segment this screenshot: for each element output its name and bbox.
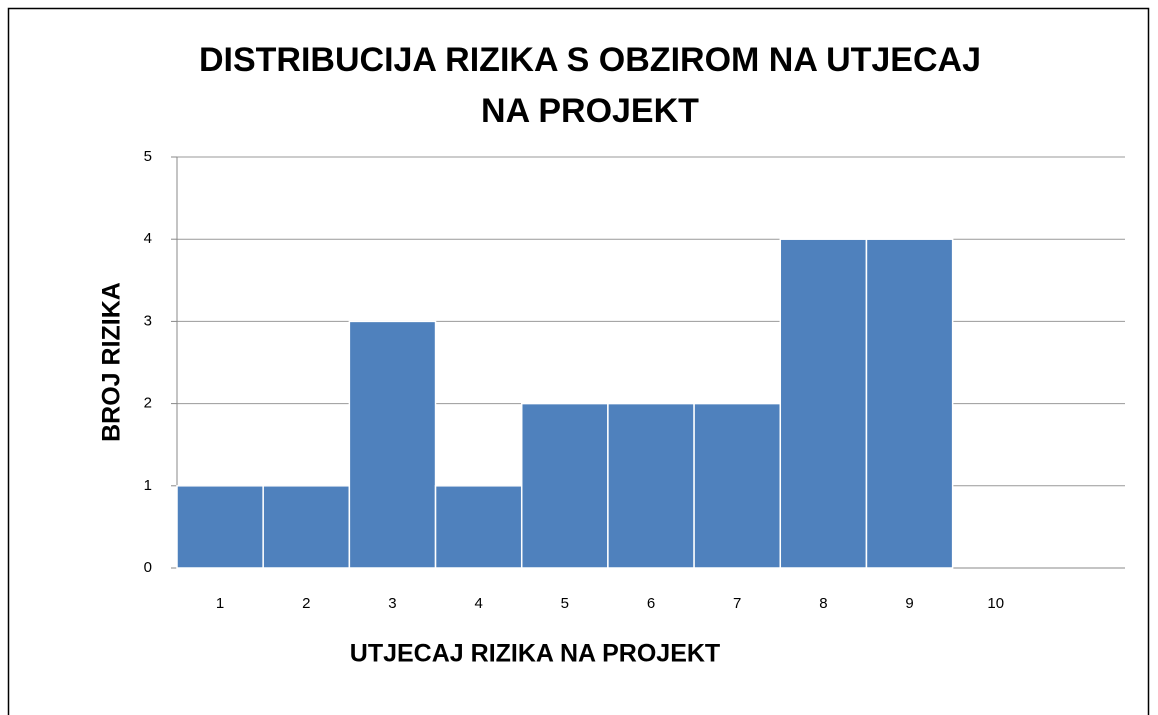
x-tick-label: 9: [905, 595, 913, 612]
bar: [693, 402, 782, 569]
frame: [7, 7, 1150, 715]
y-tick-label: 0: [144, 559, 152, 576]
y-tick-label: 3: [144, 312, 152, 329]
y-axis-title: BROJ RIZIKA: [98, 282, 126, 442]
y-tick-label: 5: [144, 148, 152, 165]
x-tick-label: 10: [987, 595, 1004, 612]
x-tick-label: 3: [388, 595, 396, 612]
x-tick-label: 7: [733, 595, 741, 612]
x-tick-label: 1: [216, 595, 224, 612]
bar: [607, 402, 695, 569]
x-tick-label: 6: [647, 595, 655, 612]
bar: [520, 402, 609, 569]
bar: [348, 320, 437, 569]
y-tick-label: 1: [144, 477, 152, 494]
x-tick-label: 2: [302, 595, 310, 612]
chart-title: NA PROJEKT: [481, 92, 699, 130]
y-tick-label: 2: [144, 395, 152, 412]
x-tick-label: 8: [819, 595, 827, 612]
bar: [434, 485, 523, 569]
x-tick-label: 5: [561, 595, 569, 612]
bar: [865, 238, 954, 569]
chart-title: DISTRIBUCIJA RIZIKA S OBZIROM NA UTJECAJ: [199, 41, 981, 79]
bar: [779, 238, 868, 569]
x-axis-title: UTJECAJ RIZIKA NA PROJEKT: [350, 640, 720, 668]
bar: [262, 485, 351, 569]
bar: [176, 485, 264, 569]
x-tick-label: 4: [474, 595, 482, 612]
y-tick-label: 4: [144, 230, 152, 247]
